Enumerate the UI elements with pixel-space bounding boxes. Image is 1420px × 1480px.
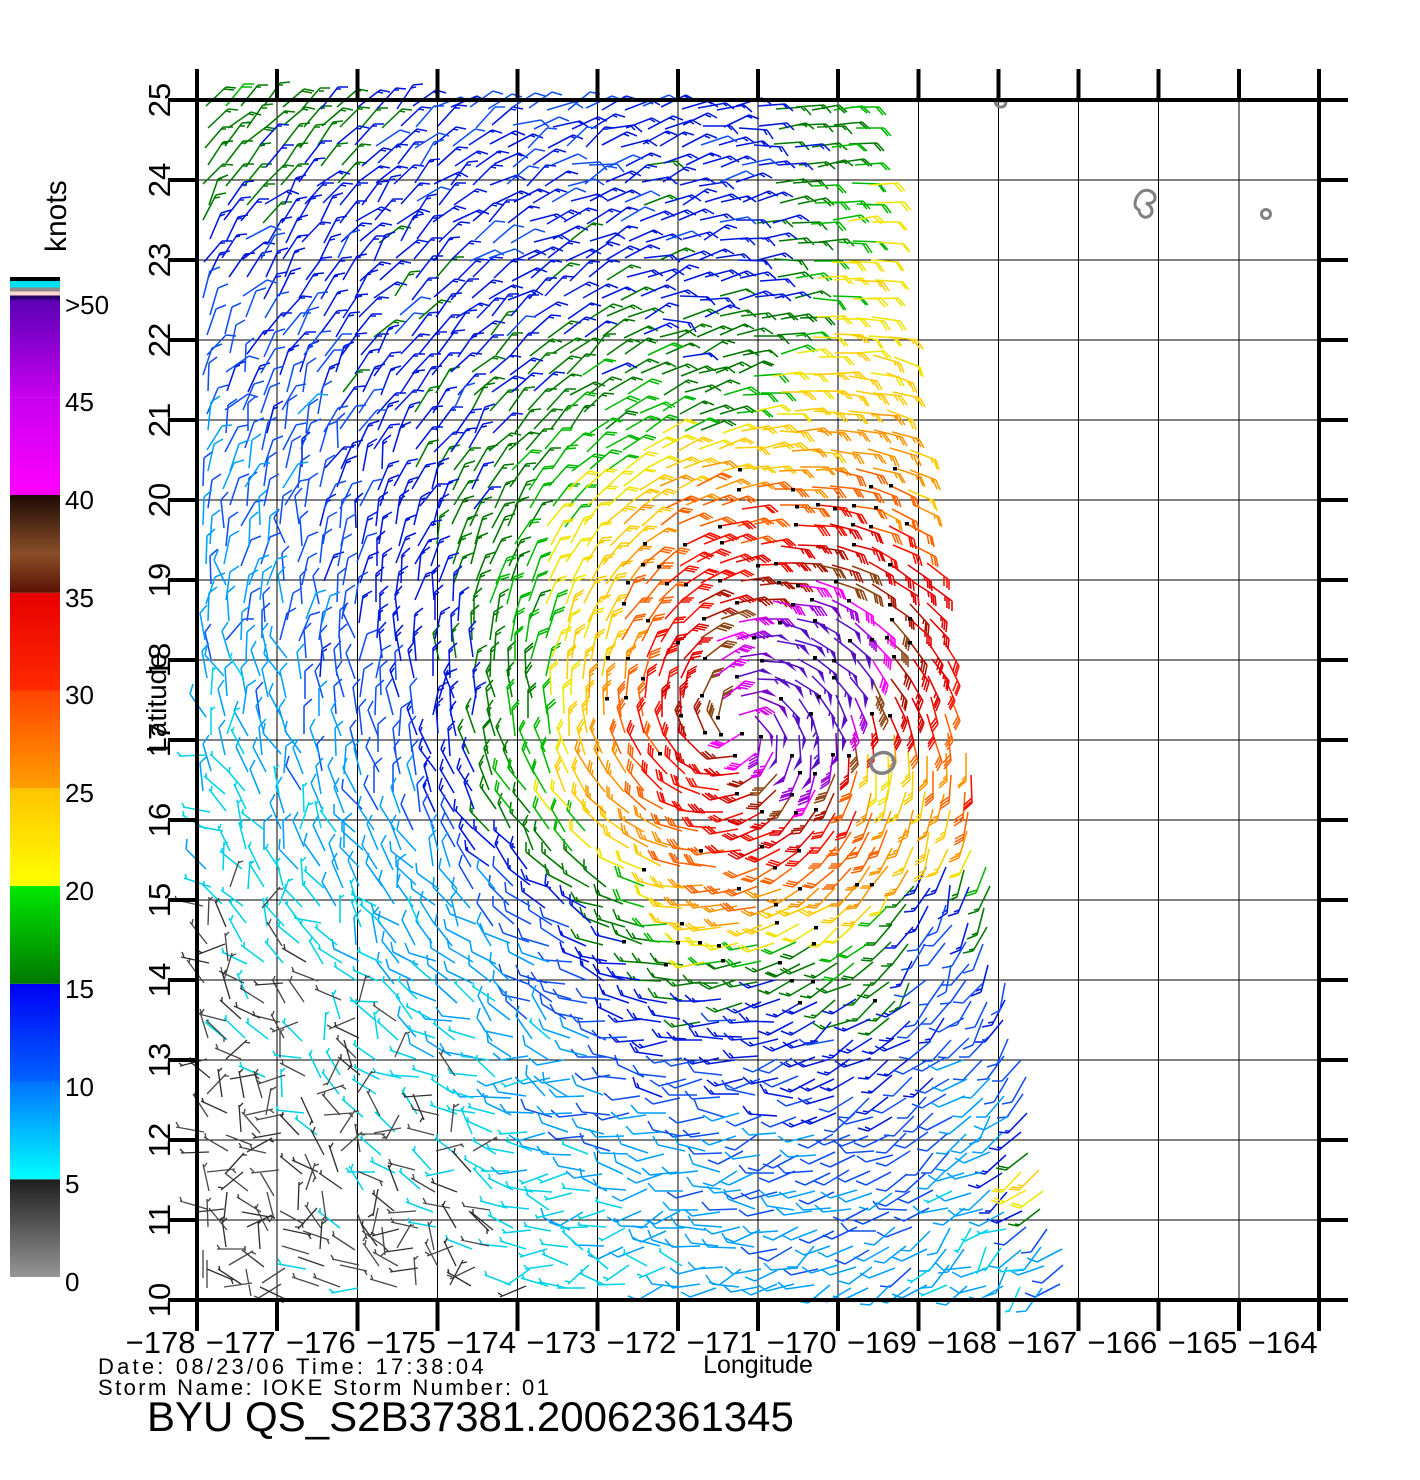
- svg-text:14: 14: [142, 963, 177, 997]
- svg-text:knots: knots: [40, 180, 73, 252]
- svg-text:−170: −170: [767, 1325, 837, 1360]
- svg-text:Longitude: Longitude: [703, 1351, 813, 1379]
- svg-text:Latitude: Latitude: [141, 653, 172, 753]
- svg-text:−168: −168: [927, 1325, 997, 1360]
- svg-text:17: 17: [142, 723, 177, 757]
- svg-text:−173: −173: [526, 1325, 596, 1360]
- svg-text:−172: −172: [607, 1325, 677, 1360]
- svg-text:23: 23: [142, 243, 177, 277]
- svg-text:−176: −176: [286, 1325, 356, 1360]
- svg-text:20: 20: [142, 483, 177, 517]
- svg-text:−167: −167: [1007, 1325, 1077, 1360]
- svg-text:22: 22: [142, 323, 177, 357]
- svg-text:13: 13: [142, 1043, 177, 1077]
- svg-text:45: 45: [65, 387, 94, 417]
- svg-text:5: 5: [65, 1169, 79, 1199]
- svg-text:21: 21: [142, 403, 177, 437]
- svg-text:24: 24: [142, 163, 177, 197]
- svg-text:11: 11: [142, 1204, 177, 1236]
- svg-text:30: 30: [65, 680, 94, 710]
- svg-text:−164: −164: [1248, 1325, 1318, 1360]
- svg-text:16: 16: [142, 803, 177, 837]
- svg-text:19: 19: [142, 563, 177, 597]
- svg-text:−178: −178: [126, 1325, 196, 1360]
- svg-text:−165: −165: [1168, 1325, 1238, 1360]
- svg-text:40: 40: [65, 485, 94, 515]
- svg-text:15: 15: [142, 883, 177, 917]
- svg-text:12: 12: [142, 1123, 177, 1157]
- svg-text:20: 20: [65, 876, 94, 906]
- svg-text:Date: 08/23/06 Time: 17:3: Date: 08/23/06 Time: 17:38:04: [98, 1354, 487, 1379]
- svg-text:−175: −175: [366, 1325, 436, 1360]
- svg-text:−174: −174: [446, 1325, 516, 1360]
- svg-text:−177: −177: [206, 1325, 276, 1360]
- svg-text:BYU QS_S2B37381.20062361345: BYU QS_S2B37381.20062361345: [147, 1393, 794, 1440]
- svg-text:−171: −171: [687, 1325, 757, 1360]
- svg-text:>50: >50: [65, 290, 109, 320]
- svg-text:10: 10: [65, 1072, 94, 1102]
- svg-text:35: 35: [65, 583, 94, 613]
- svg-text:25: 25: [65, 778, 94, 808]
- svg-text:18: 18: [142, 643, 177, 677]
- svg-text:Storm Name: IOKE Storm Num: Storm Name: IOKE Storm Number: 01: [98, 1375, 551, 1400]
- svg-text:−169: −169: [847, 1325, 917, 1360]
- svg-text:−166: −166: [1087, 1325, 1157, 1360]
- svg-text:25: 25: [142, 83, 177, 117]
- svg-text:10: 10: [142, 1283, 177, 1317]
- svg-text:15: 15: [65, 974, 94, 1004]
- svg-text:0: 0: [65, 1267, 79, 1297]
